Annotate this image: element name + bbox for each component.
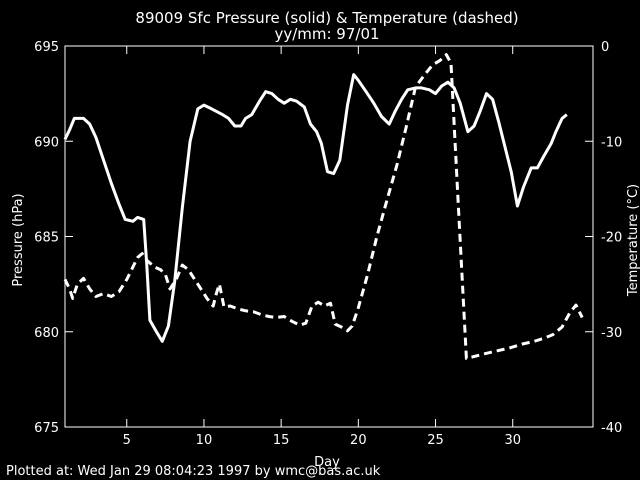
pressure-tick-label: 680 xyxy=(34,326,59,341)
plot-series xyxy=(63,53,584,360)
chart-subtitle: yy/mm: 97/01 xyxy=(274,25,379,43)
temperature-line xyxy=(63,53,584,360)
x-tick-label: 25 xyxy=(427,433,444,448)
pressure-axis: 675 680 685 690 695 xyxy=(34,40,73,436)
chart-title: 89009 Sfc Pressure (solid) & Temperature… xyxy=(135,9,518,27)
x-axis-label: Day xyxy=(314,455,340,470)
temperature-axis: -40 -30 -20 -10 0 xyxy=(585,40,622,436)
temperature-tick-label: -40 xyxy=(601,421,622,436)
temperature-tick-label: -10 xyxy=(601,135,622,150)
temperature-axis-label: Temperature (°C) xyxy=(626,184,640,297)
x-tick-label: 20 xyxy=(350,433,367,448)
pressure-line xyxy=(63,73,568,343)
plot-footer: Plotted at: Wed Jan 29 08:04:23 1997 by … xyxy=(6,464,381,479)
pressure-tick-label: 690 xyxy=(34,135,59,150)
x-tick-label: 10 xyxy=(196,433,213,448)
pressure-tick-label: 685 xyxy=(34,231,59,246)
temperature-tick-label: 0 xyxy=(601,40,609,55)
pressure-tick-label: 695 xyxy=(34,40,59,55)
temperature-tick-label: -20 xyxy=(601,231,622,246)
pressure-axis-label: Pressure (hPa) xyxy=(11,193,26,286)
x-tick-label: 5 xyxy=(123,433,131,448)
temperature-tick-label: -30 xyxy=(601,326,622,341)
pressure-tick-label: 675 xyxy=(34,421,59,436)
x-tick-label: 15 xyxy=(273,433,290,448)
x-tick-label: 30 xyxy=(504,433,521,448)
x-axis: 5 10 15 20 25 30 xyxy=(123,46,521,448)
